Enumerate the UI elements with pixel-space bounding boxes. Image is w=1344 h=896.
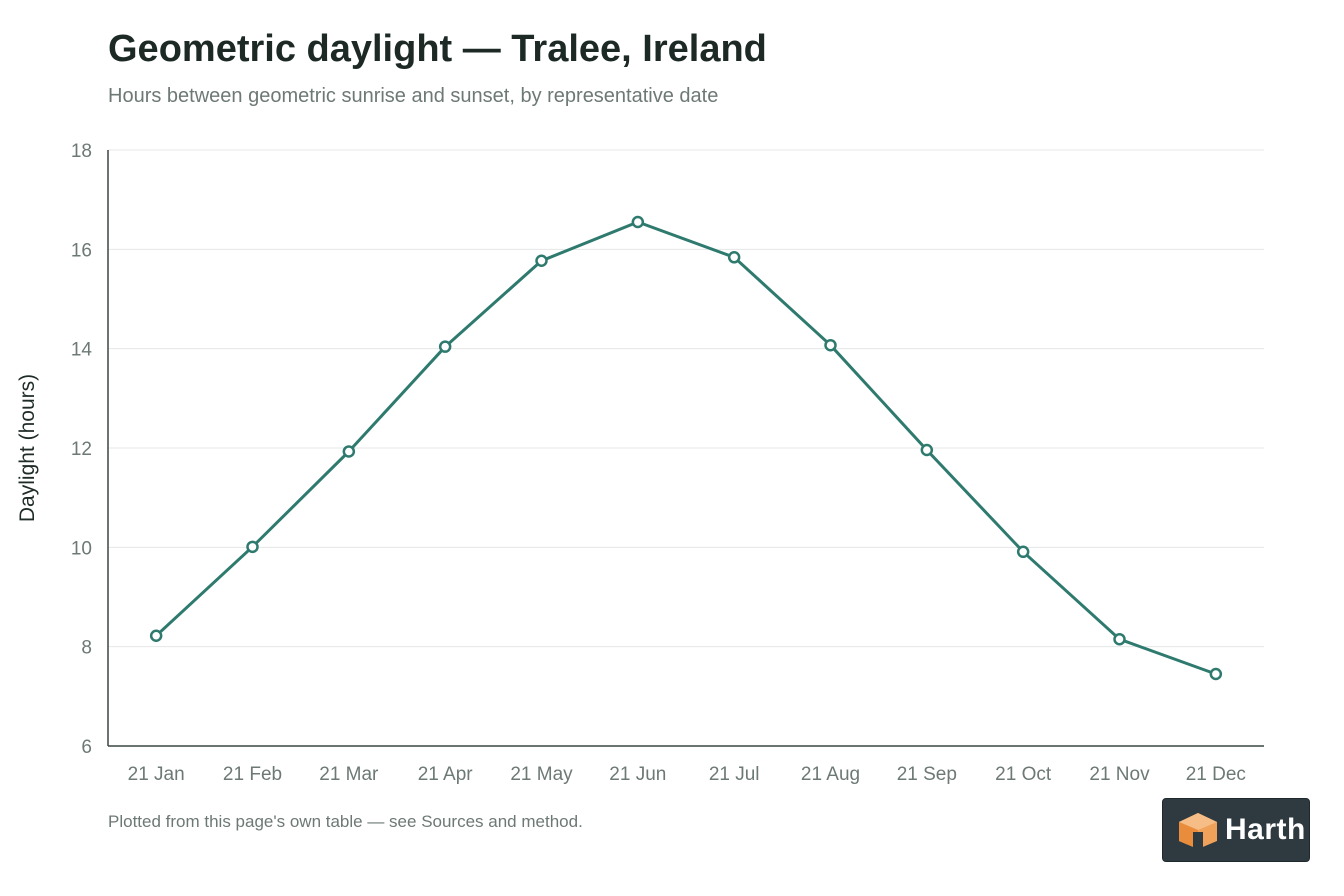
y-tick-label: 10 [71,538,92,559]
x-tick-label: 21 Feb [223,764,282,785]
x-tick-labels: 21 Jan 21 Feb 21 Mar 21 Apr 21 May 21 Jun 21 J… [128,764,1246,785]
data-point-21-feb [246,540,259,554]
harth-cube-icon [1179,813,1217,849]
x-tick-label: 21 Mar [319,764,379,785]
data-point-21-dec [1209,667,1223,681]
y-tick-label: 18 [71,141,92,162]
series-markers [149,215,1223,681]
data-point-21-apr [438,340,452,353]
x-tick-label: 21 Apr [418,764,474,785]
x-tick-label: 21 Sep [897,764,957,785]
data-point-21-oct [1016,545,1030,559]
x-tick-label: 21 Nov [1089,764,1150,785]
footnote: Plotted from this page's own table — see… [108,812,583,831]
data-point-21-mar [342,445,356,458]
data-point-21-jul [727,251,741,264]
x-tick-label: 21 Dec [1186,764,1246,785]
x-tick-label: 21 May [510,764,573,785]
series-daylight [154,220,1218,676]
data-point-21-jun [631,215,645,229]
y-tick-label: 6 [81,737,92,758]
data-point-21-aug [824,338,837,352]
y-axis-title: Daylight (hours) [16,374,39,522]
chart-subtitle: Hours between geometric sunrise and suns… [108,85,719,107]
data-point-21-jan [149,629,163,642]
x-tick-label: 21 Jun [609,764,666,785]
x-tick-label: 21 Jan [128,764,185,785]
grid-lines [108,149,1264,648]
y-tick-label: 8 [81,638,92,659]
logo-wordmark: Harth [1225,813,1306,846]
x-tick-label: 21 Jul [709,764,760,785]
series-line-daylight [154,220,1218,676]
data-point-21-sep [920,443,934,457]
x-tick-label: 21 Oct [995,764,1052,785]
y-tick-label: 14 [71,340,93,361]
y-tick-label: 16 [71,240,92,261]
harth-logo[interactable]: Harth [1162,798,1310,862]
data-point-21-nov [1113,632,1126,646]
y-tick-labels: 6 8 10 12 14 16 18 [71,141,93,758]
data-point-21-may [535,254,548,268]
chart-title: Geometric daylight — Tralee, Ireland [108,28,767,70]
y-tick-label: 12 [71,439,92,460]
axes [107,150,1264,747]
x-tick-label: 21 Aug [801,764,860,785]
